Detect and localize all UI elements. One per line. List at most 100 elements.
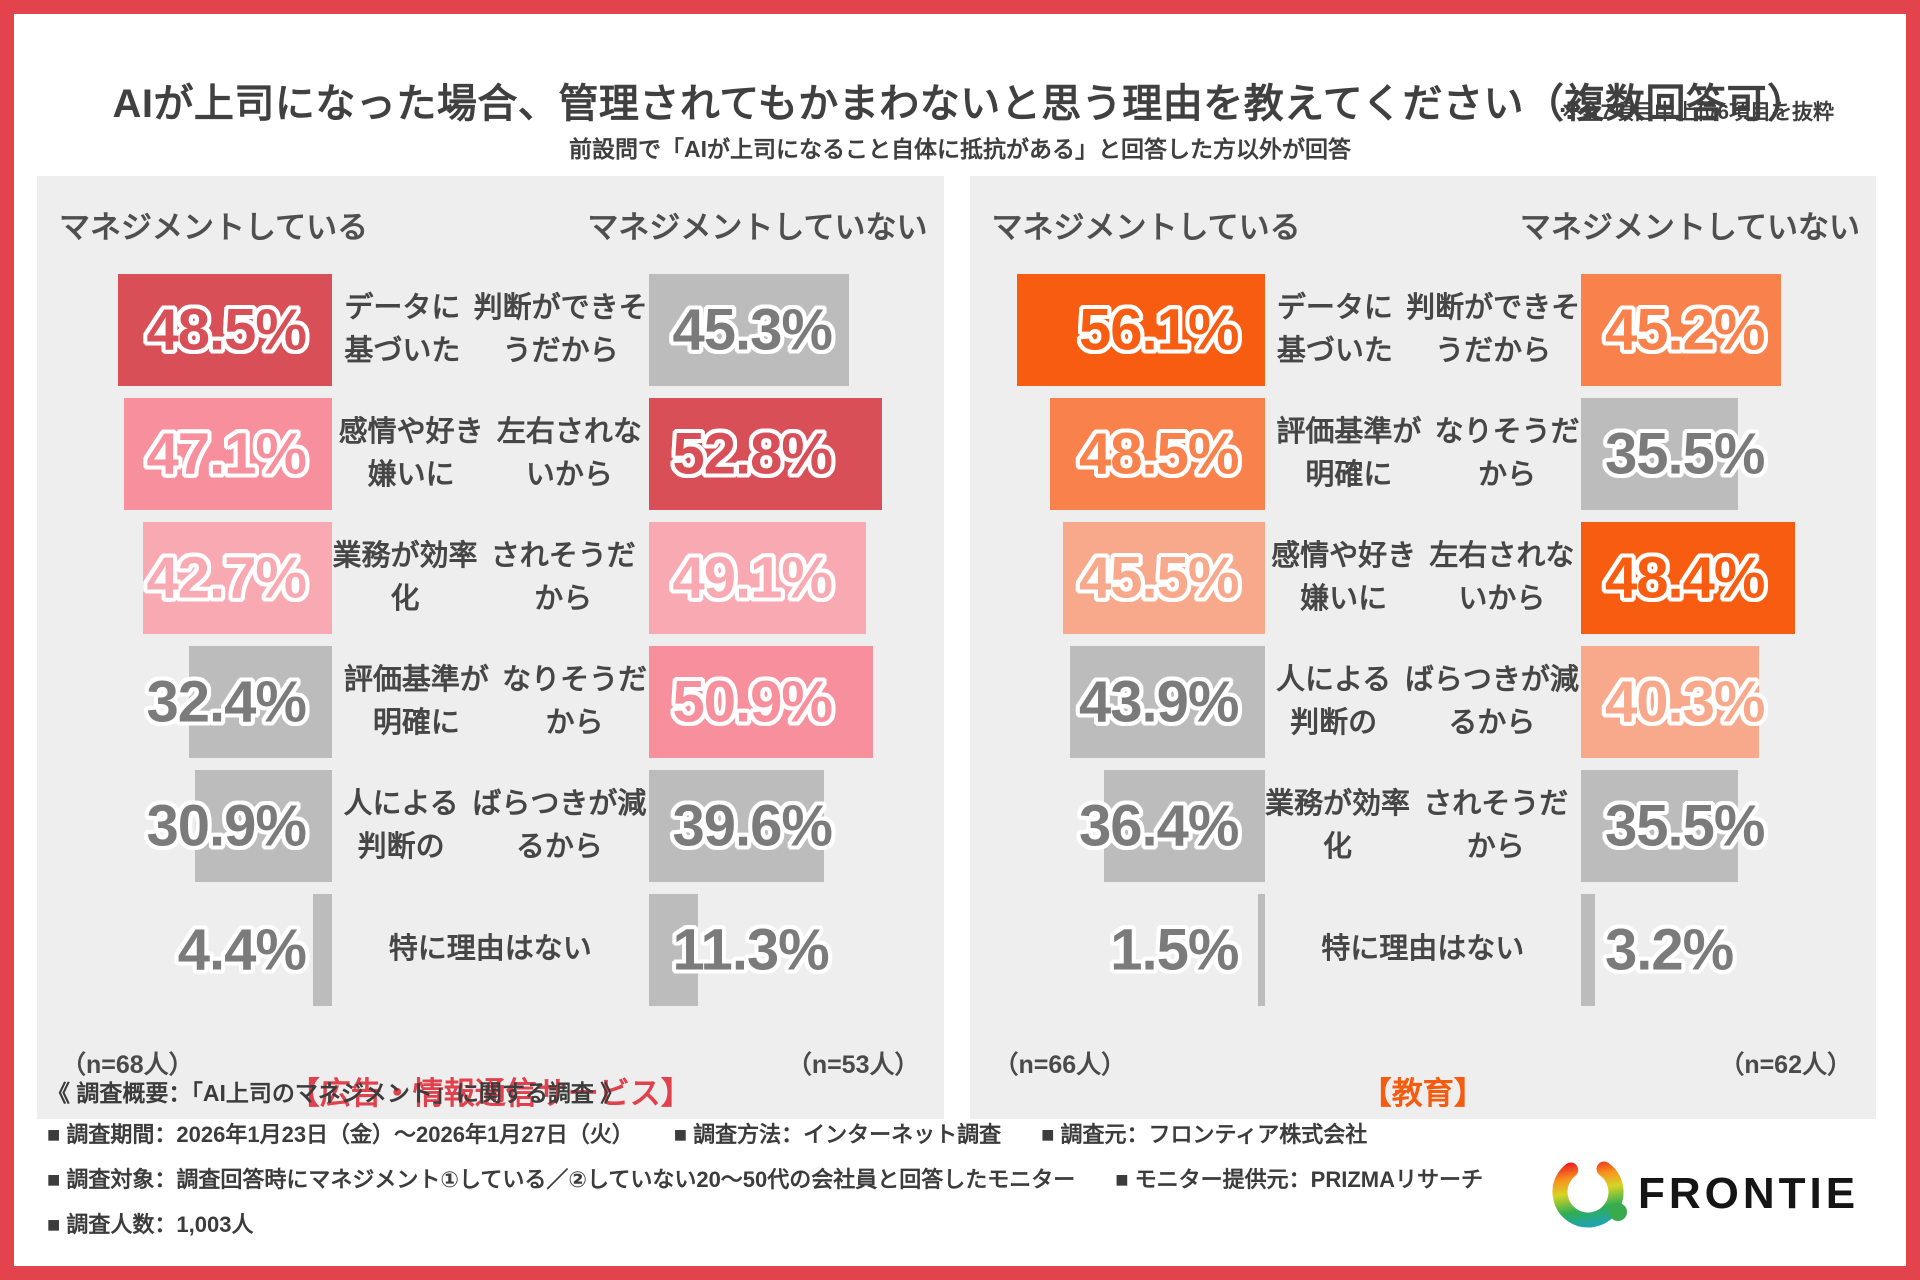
page-subtitle: 前設問で「AIが上司になること自体に抵抗がある」と回答した方以外が回答: [569, 136, 1351, 162]
managing-bar: [188, 646, 332, 758]
bar-row: 43.9% 人による判断の ばらつきが減るから 40.3%: [970, 646, 1877, 758]
not-managing-bar: [1581, 894, 1596, 1006]
managing-bar: [1103, 770, 1265, 882]
not-managing-bar-zone: 50.9%: [648, 646, 944, 758]
column-header-managing: マネジメントしている: [991, 210, 1301, 245]
reason-label: 業務が効率化 されそうだから: [332, 539, 636, 616]
not-managing-bar: [1581, 646, 1760, 758]
survey-detail-line: ■ 調査人数：1,003人: [47, 1207, 1587, 1239]
column-header-not-managing: マネジメントしていない: [587, 210, 928, 245]
bar-row: 45.5% 感情や好き嫌いに 左右されないから 48.4%: [970, 522, 1877, 634]
managing-value: 47.1%: [146, 421, 307, 487]
survey-detail-line: ■ 調査期間：2026年1月23日（金）～2026年1月27日（火） ■ 調査方法…: [47, 1117, 1587, 1149]
survey-overview: 《 調査概要：「AI上司のマネジメント」に関する調査 》: [47, 1080, 624, 1106]
not-managing-value: 52.8%: [672, 421, 833, 487]
frontier-logo-mark: [1552, 1156, 1627, 1228]
not-managing-value: 45.2%: [1605, 297, 1765, 363]
bar-row: 32.4% 評価基準が明確に なりそうだから 50.9%: [37, 646, 944, 758]
survey-detail-item: ■ モニター提供元：PRIZMAリサーチ: [1115, 1167, 1484, 1192]
survey-detail-item: ■ 調査対象：調査回答時にマネジメント①している／②していない20～50代の会社…: [47, 1167, 1076, 1192]
column-header-not-managing: マネジメントしていない: [1519, 210, 1860, 245]
not-managing-value: 48.4%: [1605, 545, 1765, 611]
not-managing-bar-zone: 35.5%: [1581, 770, 1876, 882]
managing-bar-zone: 42.7%: [37, 522, 332, 634]
bar-row: 36.4% 業務が効率化 されそうだから 35.5%: [970, 770, 1877, 882]
not-managing-bar-zone: 45.3%: [648, 274, 944, 386]
managing-bar: [117, 274, 332, 386]
survey-details: ■ 調査期間：2026年1月23日（金）～2026年1月27日（火） ■ 調査方法…: [47, 1117, 1587, 1239]
reason-label: 感情や好き嫌いに 左右されないから: [1271, 539, 1575, 616]
not-managing-bar-zone: 48.4%: [1581, 522, 1876, 634]
reason-label: 評価基準が明確に なりそうだから: [343, 663, 648, 740]
not-managing-bar: [648, 522, 866, 634]
managing-bar-zone: 1.5%: [970, 894, 1265, 1006]
column-headers: マネジメントしている マネジメントしていない: [37, 202, 944, 248]
not-managing-bar-zone: 40.3%: [1581, 646, 1876, 758]
bar-rows: 48.5% データに基づいた 判断ができそうだから 45.3% 47.1% 感情や好き嫌い…: [37, 274, 944, 1006]
page-note: ※全7項目中上位6項目を抜粋: [1559, 101, 1834, 124]
frontier-logo-text: FRONTIER: [1638, 1169, 1856, 1218]
managing-value: 30.9%: [146, 793, 307, 859]
panel-bottom: （n=66人） （n=62人） 【教育】: [970, 1009, 1877, 1119]
managing-bar: [143, 522, 332, 634]
managing-value: 45.5%: [1079, 545, 1239, 611]
managing-bar: [195, 770, 332, 882]
managing-bar-zone: 45.5%: [970, 522, 1265, 634]
not-managing-value: 35.5%: [1605, 421, 1765, 487]
managing-bar: [1257, 894, 1265, 1006]
sample-size-managing: （n=68人）: [61, 1051, 194, 1079]
managing-value: 56.1%: [1079, 297, 1239, 363]
bar-row: 48.5% 評価基準が明確に なりそうだから 35.5%: [970, 398, 1877, 510]
managing-value: 1.5%: [1110, 917, 1239, 983]
not-managing-bar-zone: 49.1%: [648, 522, 944, 634]
managing-bar-zone: 48.5%: [970, 398, 1265, 510]
reason-label: 評価基準が明確に なりそうだから: [1276, 415, 1580, 492]
reason-label: 感情や好き嫌いに 左右されないから: [338, 415, 642, 492]
managing-value: 48.5%: [146, 297, 307, 363]
bar-row: 4.4% 特に理由はない 11.3%: [37, 894, 944, 1006]
not-managing-bar-zone: 3.2%: [1581, 894, 1876, 1006]
page-title: AIが上司になった場合、管理されてもかまわないと思う理由を教えてください（複数回…: [112, 81, 1808, 126]
survey-detail-item: ■ 調査期間：2026年1月23日（金）～2026年1月27日（火）: [47, 1122, 634, 1147]
reason-label: 特に理由はない: [1321, 933, 1525, 966]
managing-bar-zone: 48.5%: [37, 274, 332, 386]
survey-footer: 《 調査概要：「AI上司のマネジメント」に関する調査 》 ■ 調査期間：2026…: [47, 1074, 1587, 1252]
survey-panel-ad-it: マネジメントしている マネジメントしていない 48.5% データに基づいた 判断ができそ…: [37, 176, 944, 1119]
not-managing-bar: [648, 770, 824, 882]
panel-bottom: （n=68人） （n=53人） 【広告・情報通信サービス】: [37, 1009, 944, 1119]
bar-row: 48.5% データに基づいた 判断ができそうだから 45.3%: [37, 274, 944, 386]
survey-detail-item: ■ 調査人数：1,003人: [47, 1212, 254, 1237]
managing-bar: [1050, 398, 1265, 510]
column-header-managing: マネジメントしている: [59, 210, 369, 245]
bar-row: 56.1% データに基づいた 判断ができそうだから 45.2%: [970, 274, 1877, 386]
not-managing-bar: [648, 274, 849, 386]
managing-value: 48.5%: [1079, 421, 1239, 487]
managing-bar-zone: 32.4%: [37, 646, 332, 758]
not-managing-value: 39.6%: [672, 793, 833, 859]
not-managing-bar: [1581, 522, 1795, 634]
survey-detail-item: ■ 調査方法：インターネット調査: [673, 1122, 1002, 1147]
managing-bar: [1063, 522, 1265, 634]
panel-caption: 【広告・情報通信サービス】: [288, 1076, 692, 1111]
chart-panels: マネジメントしている マネジメントしていない 48.5% データに基づいた 判断ができそ…: [37, 176, 1876, 1119]
not-managing-bar-zone: 52.8%: [648, 398, 944, 510]
managing-value: 42.7%: [146, 545, 307, 611]
survey-panel-education: マネジメントしている マネジメントしていない 56.1% データに基づいた 判断ができそ…: [969, 176, 1877, 1119]
survey-detail-line: ■ 調査対象：調査回答時にマネジメント①している／②していない20～50代の会社…: [47, 1162, 1587, 1194]
reason-label: 業務が効率化 されそうだから: [1265, 787, 1569, 864]
sample-size-managing: （n=66人）: [993, 1051, 1127, 1079]
managing-bar: [123, 398, 332, 510]
not-managing-value: 49.1%: [672, 545, 833, 611]
not-managing-value: 3.2%: [1605, 917, 1734, 983]
not-managing-bar: [648, 398, 882, 510]
sample-size-not-managing: （n=53人）: [786, 1051, 920, 1079]
managing-value: 32.4%: [146, 669, 307, 735]
not-managing-value: 11.3%: [672, 917, 830, 983]
not-managing-bar-zone: 35.5%: [1581, 398, 1876, 510]
reason-label: 人による判断の ばらつきが減るから: [1276, 663, 1579, 740]
reason-label: データに基づいた 判断ができそうだから: [344, 291, 648, 368]
managing-bar-zone: 47.1%: [37, 398, 332, 510]
panel-caption: 【教育】: [1360, 1076, 1485, 1111]
managing-value: 43.9%: [1079, 669, 1239, 735]
